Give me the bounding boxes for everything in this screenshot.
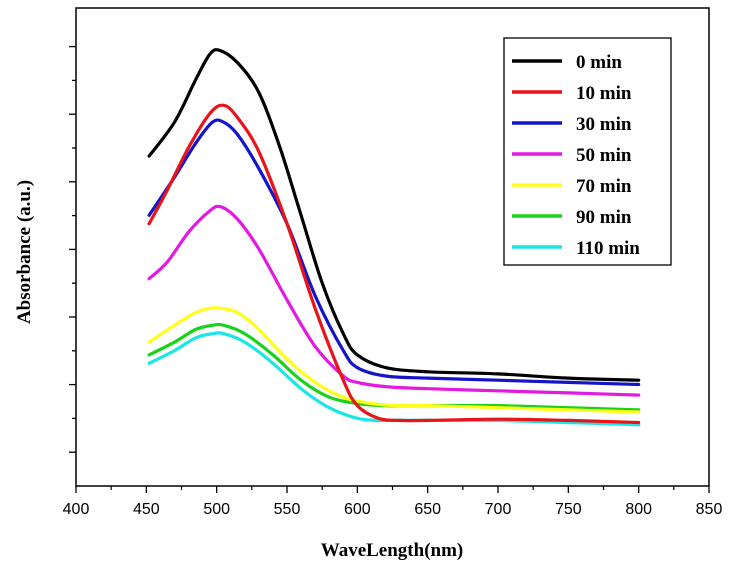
- series-line-10-min: [147, 103, 641, 425]
- x-axis-title: WaveLength(nm): [321, 540, 464, 561]
- series-line-70-min: [147, 306, 641, 414]
- series-line-50-min: [147, 204, 641, 397]
- legend-label: 70 min: [576, 176, 632, 197]
- legend-label: 50 min: [576, 145, 632, 166]
- x-tick-label: 500: [203, 501, 230, 518]
- legend-label: 30 min: [576, 114, 632, 135]
- x-tick-label: 400: [63, 501, 90, 518]
- x-tick-label: 850: [696, 501, 723, 518]
- x-tick-label: 550: [274, 501, 301, 518]
- x-tick-label: 800: [625, 501, 652, 518]
- legend-label: 110 min: [576, 238, 640, 259]
- x-tick-label: 450: [133, 501, 160, 518]
- series-line-0-min: [147, 48, 641, 382]
- series-line-90-min: [147, 322, 641, 412]
- legend-label: 0 min: [576, 52, 622, 73]
- legend-box: [503, 37, 672, 266]
- series-line-30-min: [147, 118, 641, 387]
- legend-label: 10 min: [576, 83, 632, 104]
- x-tick-label: 600: [344, 501, 371, 518]
- legend-label: 90 min: [576, 207, 632, 228]
- x-tick-label: 700: [485, 501, 512, 518]
- x-tick-label: 650: [414, 501, 441, 518]
- y-axis-title: Absorbance (a.u.): [14, 180, 35, 324]
- x-tick-label: 750: [555, 501, 582, 518]
